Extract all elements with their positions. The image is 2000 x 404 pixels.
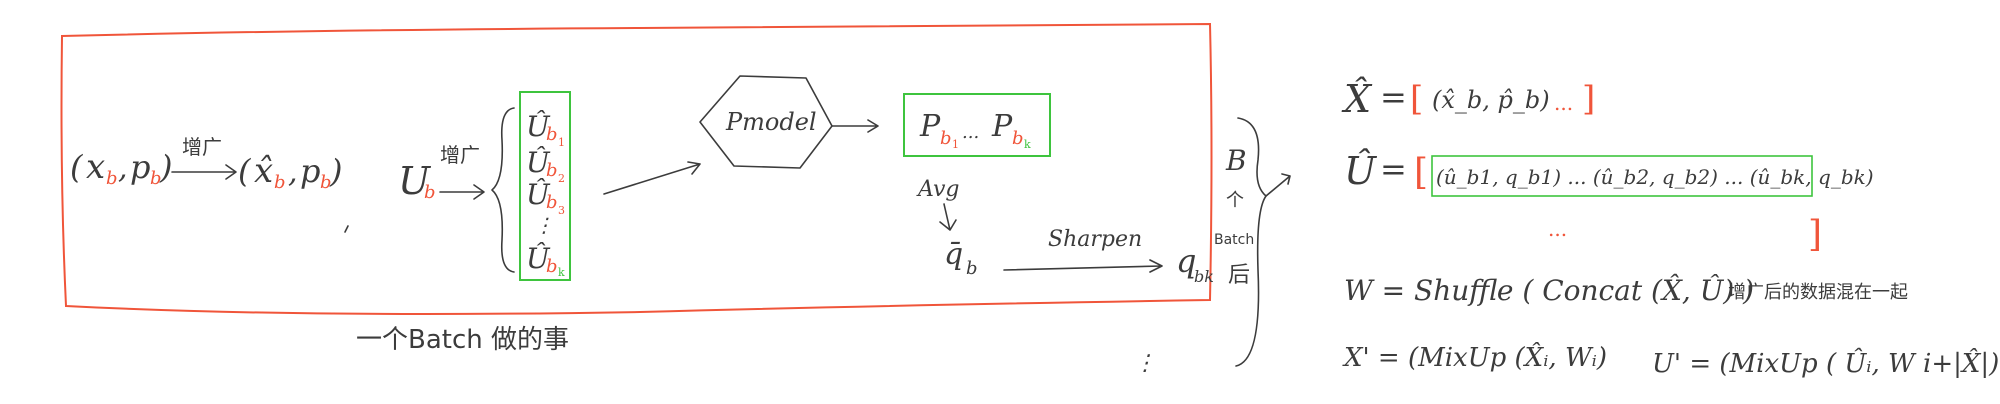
svg-text:(: (	[70, 148, 84, 186]
svg-text:b: b	[320, 172, 332, 193]
x-hat-line: X̂ = [ (x̂_b, p̂_b) ... ]	[1341, 77, 1595, 121]
augment-arrow-2	[439, 184, 485, 200]
svg-text:...: ...	[1554, 91, 1573, 115]
q-out-sub: bk	[1194, 267, 1214, 286]
svg-text:[: [	[1410, 79, 1423, 119]
stray-mark	[344, 225, 349, 233]
batch-frame	[60, 22, 1213, 315]
svg-text:P: P	[919, 109, 941, 144]
avg-arrow	[939, 203, 957, 231]
u-hat-line: Û = [ (û_b1, q_b1) ... (û_b2, q_b2) ... …	[1344, 149, 1874, 255]
outer-brace	[1235, 117, 1267, 367]
svg-text:b: b	[546, 124, 558, 145]
svg-text:1: 1	[558, 136, 565, 149]
q-bar-sub: b	[966, 258, 978, 279]
svg-text:p: p	[300, 152, 320, 190]
u-hat-box	[519, 91, 571, 281]
p-list-box	[903, 93, 1051, 157]
u-hat-list: Û b 1 Û b 2 Û b 3 ⋮ Û b k	[526, 109, 565, 279]
brace-batch: Batch	[1214, 232, 1254, 248]
svg-text:k: k	[558, 266, 565, 279]
svg-text:3: 3	[558, 204, 565, 217]
svg-text:[: [	[1414, 152, 1428, 193]
to-model-arrow	[603, 161, 701, 195]
svg-text:1: 1	[952, 138, 959, 151]
p-list: P b 1 ... P b k	[919, 109, 1031, 151]
svg-text:Û: Û	[1344, 149, 1378, 193]
batch-caption: 一个Batch 做的事	[356, 325, 569, 355]
svg-text:b: b	[940, 128, 952, 149]
u-b-sub: b	[424, 182, 436, 203]
augment-label-1: 增广	[182, 135, 222, 159]
brace-b: B	[1225, 144, 1247, 177]
svg-text:x̂: x̂	[254, 151, 273, 191]
svg-text:...: ...	[962, 122, 979, 143]
brace-ge: 个	[1226, 190, 1244, 211]
svg-text:]: ]	[1582, 79, 1595, 119]
avg-label: Avg	[916, 177, 960, 202]
svg-text:X̂: X̂	[1341, 77, 1373, 121]
svg-text:b: b	[274, 172, 286, 193]
q-out: q	[1176, 242, 1196, 280]
q-bar: q̄	[944, 237, 963, 272]
brace-hou: 后	[1228, 263, 1250, 288]
svg-text:⋮: ⋮	[534, 213, 554, 237]
vertical-dots: ⋮	[1134, 351, 1156, 376]
svg-text:Û: Û	[526, 145, 551, 179]
svg-text:b: b	[546, 160, 558, 181]
svg-text:): )	[159, 148, 172, 186]
svg-text:P: P	[991, 109, 1013, 144]
svg-text:,: ,	[288, 155, 298, 190]
svg-text:Û: Û	[526, 241, 551, 275]
to-plist-arrow	[831, 119, 879, 133]
augment-label-2: 增广	[440, 143, 480, 167]
svg-text:2: 2	[558, 172, 565, 185]
model-label: Pmodel	[725, 108, 817, 136]
svg-text:x: x	[86, 147, 105, 187]
x-prime-line: X' = (MixUp (X̂ᵢ, Wᵢ)	[1342, 342, 1607, 373]
svg-text:b: b	[546, 256, 558, 277]
w-note: 增广后的数据混在一起	[1728, 282, 1908, 303]
svg-text:]: ]	[1808, 214, 1822, 255]
svg-text:=: =	[1380, 78, 1407, 116]
svg-text:...: ...	[1548, 217, 1567, 241]
svg-text:Û: Û	[526, 109, 551, 143]
svg-text:Û: Û	[526, 177, 551, 211]
u-hat-brace	[491, 107, 515, 273]
x-pair: ( x b , p b )	[70, 147, 172, 189]
sharpen-label: Sharpen	[1048, 227, 1142, 252]
svg-text:=: =	[1380, 150, 1407, 188]
svg-text:b: b	[150, 168, 162, 189]
u-b: U	[398, 159, 432, 203]
augment-arrow-1	[171, 164, 237, 180]
svg-text:(û_b1, q_b1) ... (û_b2, q_b2): (û_b1, q_b1) ... (û_b2, q_b2) ... (û_bk,…	[1436, 165, 1874, 189]
svg-text:b: b	[106, 168, 118, 189]
x-hat-pair: ( x̂ b , p b )	[238, 151, 342, 193]
svg-text:k: k	[1024, 138, 1031, 151]
to-right-arrow	[1265, 173, 1291, 197]
svg-text:(x̂_b, p̂_b): (x̂_b, p̂_b)	[1432, 86, 1550, 114]
svg-text:): )	[329, 152, 342, 190]
svg-text:b: b	[1012, 128, 1024, 149]
svg-text:(: (	[238, 152, 252, 190]
u-prime-line: U' = (MixUp ( Ûᵢ, W i+|X̂|)	[1652, 347, 1999, 379]
svg-text:,: ,	[118, 151, 128, 186]
svg-text:p: p	[130, 148, 150, 186]
sharpen-arrow	[1003, 259, 1163, 273]
w-line: W = Shuffle ( Concat (X̂, Û) )	[1344, 273, 1754, 307]
svg-text:b: b	[546, 192, 558, 213]
